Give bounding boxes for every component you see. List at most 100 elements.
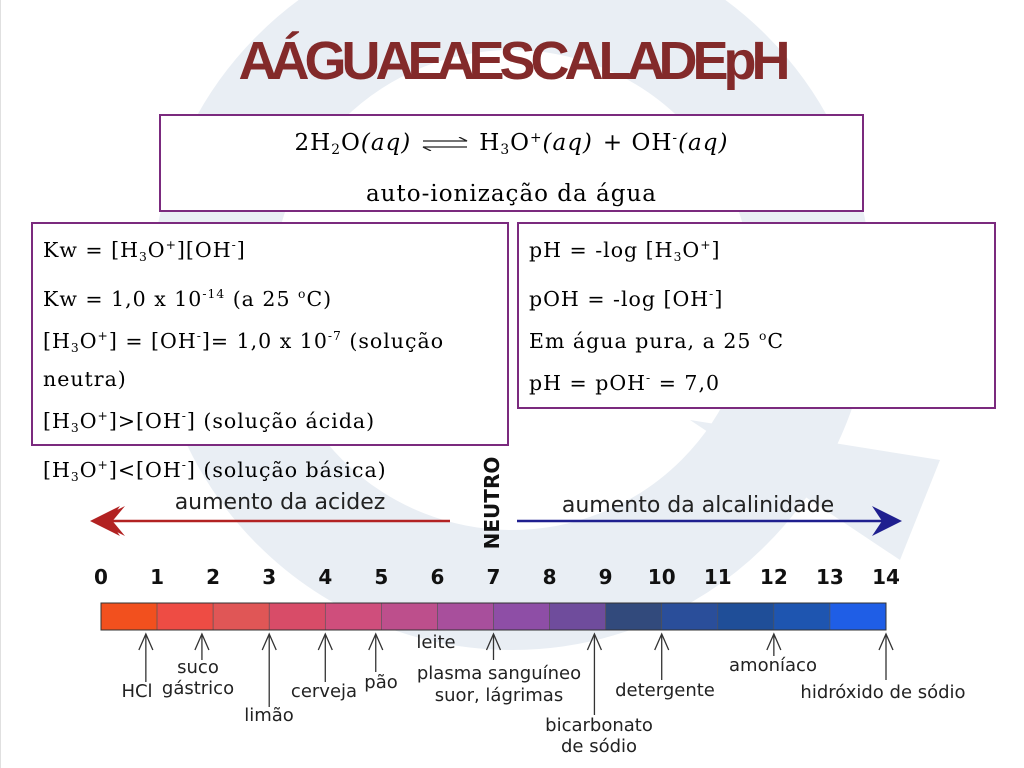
text-line: Kw = 1,0 x 10-14 (a 25 oC): [43, 279, 497, 315]
subscript: 3: [70, 341, 80, 355]
base-arrowhead: [872, 506, 902, 536]
formula-text: Em água pura, a 25: [529, 329, 759, 353]
equation-box: 2H2O(aq) H3O+(aq) + OH-(aq) auto-ionização…: [159, 114, 864, 212]
superscript: +: [700, 238, 712, 252]
substance-label: detergente: [615, 680, 715, 701]
scale-segment: [829, 602, 887, 631]
tick-label: 1: [150, 565, 164, 589]
substance-label: suor, lágrimas: [435, 685, 563, 706]
tick-label: 10: [648, 565, 676, 589]
formula-text: O: [79, 409, 98, 433]
formula-text: (aq): [542, 130, 593, 156]
reaction-caption: auto-ionização da água: [365, 181, 658, 207]
formula-text: 2H: [294, 130, 332, 156]
tick-label: 7: [487, 565, 501, 589]
superscript: o: [298, 287, 307, 301]
scale-segment: [268, 602, 326, 631]
arrow-head: [766, 632, 782, 651]
scale-segment: [493, 602, 550, 631]
superscript: -: [181, 458, 187, 472]
substance-label: HCl: [121, 681, 152, 702]
text-line: Kw = [H3O+][OH-]: [43, 230, 497, 273]
substance-label: hidróxido de sódio: [800, 682, 965, 703]
substance-arrow: [766, 632, 782, 656]
tick-label: 6: [430, 565, 444, 589]
formula-text: ]= 1,0 x 10: [201, 329, 328, 353]
tick-label: 2: [206, 565, 220, 589]
superscript: +: [97, 409, 109, 423]
scale-segment: [100, 602, 158, 631]
tick-label: 8: [543, 565, 557, 589]
arrow-head: [194, 632, 210, 651]
text-line: pOH = -log [OH-]: [529, 279, 984, 315]
tick-label: 0: [94, 565, 108, 589]
text-line: [H3O+] = [OH-]= 1,0 x 10-7 (solução neut…: [43, 321, 497, 395]
formula-text: ]: [711, 238, 721, 262]
formula-text: O: [682, 238, 701, 262]
formula-text: ]: [236, 238, 246, 262]
tick-label: 11: [704, 565, 732, 589]
substance-arrow: [878, 632, 894, 680]
formula-text: H: [479, 130, 501, 156]
scale-segment: [773, 602, 831, 631]
substance-label: leite: [416, 632, 455, 653]
superscript: -14: [202, 287, 226, 301]
equilibrium-arrow: [422, 137, 468, 151]
formula-text: ] (solução básica): [186, 458, 387, 482]
reaction: 2H2O(aq) H3O+(aq) + OH-(aq): [161, 116, 862, 172]
subscript: 3: [70, 421, 80, 435]
formula-text: ]<[OH: [108, 458, 182, 482]
arrow-head: [261, 632, 277, 651]
superscript: -: [672, 130, 679, 146]
formula-text: O: [79, 329, 98, 353]
superscript: -: [196, 329, 202, 343]
substance-label: limão: [244, 705, 294, 726]
superscript: -7: [327, 329, 342, 343]
tick-label: 13: [816, 565, 844, 589]
scale-segment: [212, 602, 270, 631]
formula-text: ][OH: [176, 238, 232, 262]
formula-text: (aq): [360, 130, 412, 156]
formula-text: ] (solução ácida): [186, 409, 376, 433]
subscript: 3: [673, 250, 683, 264]
substance-label: suco: [177, 657, 219, 678]
formula-text: pH = -log [H: [529, 238, 674, 262]
formula-text: O: [147, 238, 166, 262]
substance-label: bicarbonato: [545, 715, 653, 736]
formula-text: Kw = 1,0 x 10: [43, 287, 203, 311]
substance-arrow: [194, 632, 210, 660]
arrow-head: [368, 632, 384, 651]
tick-label: 14: [872, 565, 900, 589]
formula-text: ]>[OH: [108, 409, 182, 433]
formula-text: [H: [43, 329, 71, 353]
arrow-head: [138, 632, 154, 651]
substance-arrow: [368, 632, 384, 672]
scale-segment: [661, 602, 719, 631]
superscript: +: [165, 238, 177, 252]
formula-text: pH = pOH: [529, 371, 647, 395]
formula-text: O: [510, 130, 530, 156]
substance-arrow: [261, 632, 277, 707]
tick-label: 9: [599, 565, 613, 589]
scale-segment: [549, 602, 606, 631]
substance-label: gástrico: [162, 678, 234, 699]
arrow-head: [654, 632, 670, 651]
formula-text: (solução neutra): [43, 329, 445, 391]
formula-text: (aq): [678, 130, 729, 156]
substance-label: cerveja: [291, 681, 357, 702]
tick-label: 12: [760, 565, 788, 589]
subscript: 3: [70, 470, 80, 484]
text-line: [H3O+]>[OH-] (solução ácida): [43, 401, 497, 444]
superscript: -: [646, 371, 652, 385]
formula-text: [H: [43, 458, 71, 482]
acid-arrowhead: [90, 506, 120, 536]
substance-label: plasma sanguíneo: [417, 663, 581, 684]
formula-text: ]: [714, 287, 724, 311]
formula-text: C): [306, 287, 333, 311]
subscript: 2: [331, 142, 341, 158]
arrow-head: [485, 632, 502, 651]
formula-text: C: [767, 329, 785, 353]
formula-text: = 7,0: [651, 371, 720, 395]
neutral-label: NEUTRO: [480, 457, 504, 550]
subscript: 3: [138, 250, 148, 264]
